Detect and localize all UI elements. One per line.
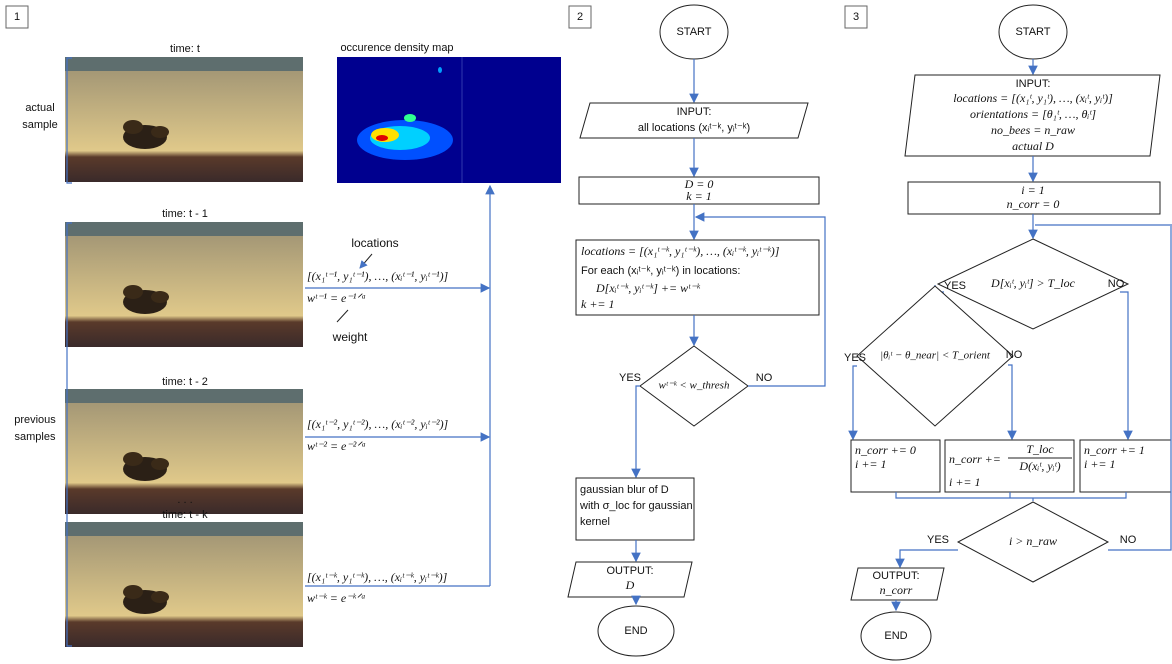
location-formula: [(x₁ᵗ⁻², y₁ᵗ⁻²), …, (xᵢᵗ⁻², yᵢᵗ⁻²)] <box>307 417 449 431</box>
time-label: time: t - 2 <box>162 376 208 388</box>
panel-number: 2 <box>577 11 583 23</box>
weight-formula: wᵗ⁻ᵏ = e⁻ᵏᐟᵃ <box>307 591 366 605</box>
node-text: with σ_loc for gaussian <box>579 500 693 512</box>
arrow <box>853 366 857 439</box>
map-title: occurence density map <box>340 42 453 54</box>
time-label: time: t - 1 <box>162 208 208 220</box>
node-text: For each (xᵢᵗ⁻ᵏ, yᵢᵗ⁻ᵏ) in locations: <box>581 265 740 277</box>
node-text: D <box>625 578 635 592</box>
bee-photo <box>65 522 303 647</box>
node-text: INPUT: <box>1016 78 1051 90</box>
node-text: n_corr = 0 <box>1007 197 1060 211</box>
branch-label: YES <box>944 280 966 292</box>
node-text: n_corr += <box>949 452 1001 466</box>
node-text: k = 1 <box>686 189 711 203</box>
node-text: actual D <box>1012 139 1054 153</box>
node-text: i += 1 <box>949 475 981 489</box>
annotation: locations <box>351 236 398 250</box>
branch-label: NO <box>1120 534 1137 546</box>
node-text: i = 1 <box>1021 183 1044 197</box>
node-text: OUTPUT: <box>606 565 653 577</box>
group-label: samples <box>15 431 56 443</box>
node-text: orientations = [θ₁ᵗ, …, θᵢᵗ] <box>970 107 1096 121</box>
time-label: time: t <box>170 43 200 55</box>
panel-number: 3 <box>853 11 859 23</box>
location-formula: [(x₁ᵗ⁻ᵏ, y₁ᵗ⁻ᵏ), …, (xᵢᵗ⁻ᵏ, yᵢᵗ⁻ᵏ)] <box>307 570 448 584</box>
location-formula: [(x₁ᵗ⁻¹, y₁ᵗ⁻¹), …, (xᵢᵗ⁻¹, yᵢᵗ⁻¹)] <box>307 269 449 283</box>
node-text: D(xᵢᵗ, yᵢᵗ) <box>1018 459 1060 473</box>
annotation: weight <box>332 330 368 344</box>
pointer <box>337 310 348 322</box>
arrow <box>1008 365 1012 439</box>
node-text: |θᵢᵗ − θ_near| < T_orient <box>880 350 991 362</box>
figure: 1 time: t occurence density map actual s… <box>0 0 1172 664</box>
merge-lines <box>896 492 1126 501</box>
node-text: gaussian blur of D <box>580 484 669 496</box>
group-label: actual <box>25 102 54 114</box>
branch-label: YES <box>619 372 641 384</box>
group-label: previous <box>14 414 56 426</box>
node-text: no_bees = n_raw <box>991 123 1075 137</box>
branch-label: NO <box>1108 278 1125 290</box>
node-text: OUTPUT: <box>872 570 919 582</box>
node-text: locations = [(x₁ᵗ, y₁ᵗ), …, (xᵢᵗ, yᵢᵗ)] <box>953 91 1113 105</box>
branch-label: YES <box>844 352 866 364</box>
node-text: n_corr += 0 <box>855 443 916 457</box>
arrow <box>636 386 640 477</box>
branch-label: NO <box>1006 349 1023 361</box>
node-text: INPUT: <box>677 106 712 118</box>
node-text: wᵗ⁻ᵏ < w_thresh <box>659 380 730 392</box>
bee-photo <box>65 222 303 347</box>
time-label: time: t - k <box>162 509 208 521</box>
node-text: D[xᵢᵗ, yᵢᵗ] > T_loc <box>990 276 1076 290</box>
node-text: END <box>624 625 647 637</box>
node-text: kernel <box>580 516 610 528</box>
node-text: i += 1 <box>1084 457 1116 471</box>
node-text: locations = [(x₁ᵗ⁻ᵏ, y₁ᵗ⁻ᵏ), …, (xᵢᵗ⁻ᵏ, … <box>581 244 780 258</box>
node-text: D[xᵢᵗ⁻ᵏ, yᵢᵗ⁻ᵏ] += wᵗ⁻ᵏ <box>595 281 700 295</box>
node-text: START <box>676 26 711 38</box>
arrow <box>1120 292 1128 439</box>
node-text: END <box>884 630 907 642</box>
weight-formula: wᵗ⁻¹ = e⁻¹ᐟᵃ <box>307 291 366 305</box>
bee-photo <box>65 57 303 182</box>
loop-arrow <box>1108 226 1171 550</box>
arrow <box>900 550 958 567</box>
node-text: START <box>1015 26 1050 38</box>
node-text: T_loc <box>1026 442 1054 456</box>
group-label: sample <box>22 119 57 131</box>
ellipsis: . . . <box>177 494 192 506</box>
weight-formula: wᵗ⁻² = e⁻²ᐟᵃ <box>307 439 366 453</box>
panel-number: 1 <box>14 11 20 23</box>
node-text: n_corr += 1 <box>1084 443 1145 457</box>
node-text: n_corr <box>880 583 913 597</box>
node-text: all locations (xᵢᵗ⁻ᵏ, yᵢᵗ⁻ᵏ) <box>638 122 750 134</box>
node-text: i > n_raw <box>1009 534 1057 548</box>
density-map <box>337 57 561 183</box>
branch-label: NO <box>756 372 773 384</box>
branch-label: YES <box>927 534 949 546</box>
node-text: k += 1 <box>581 297 615 311</box>
node-text: i += 1 <box>855 457 887 471</box>
pointer <box>360 254 372 268</box>
